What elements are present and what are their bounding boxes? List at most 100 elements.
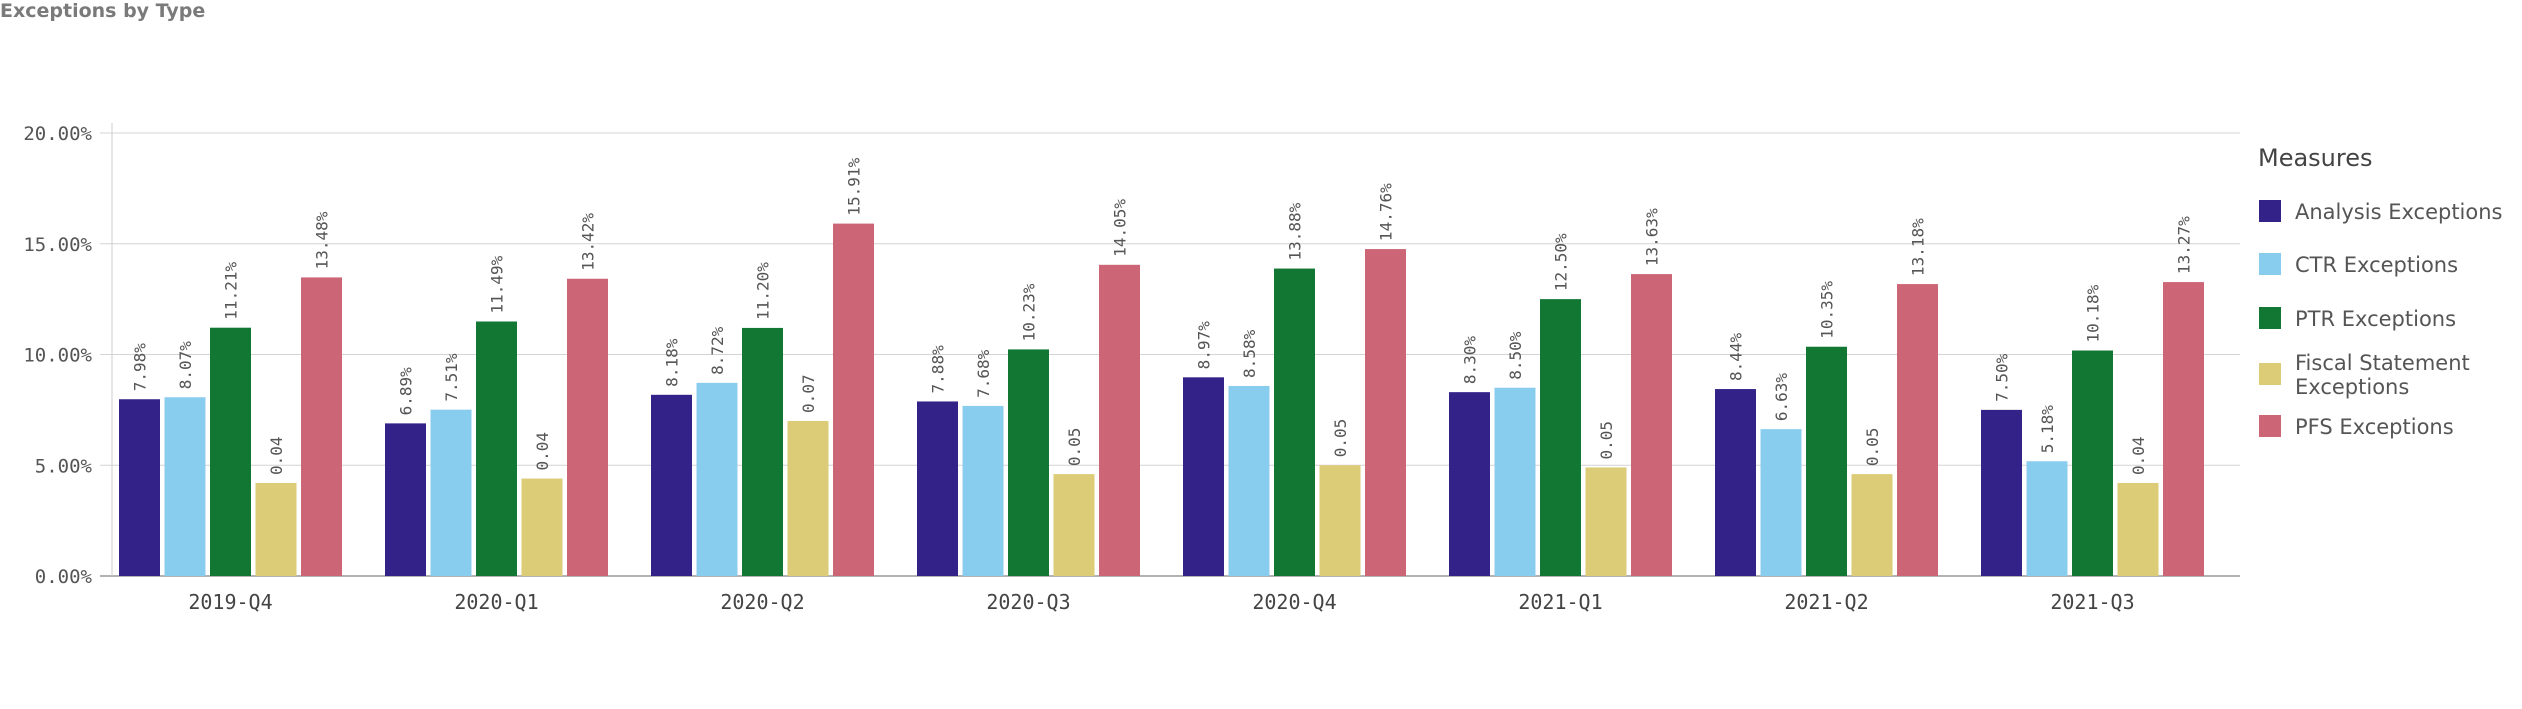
bar [301, 277, 342, 576]
data-label: 14.05% [1111, 199, 1130, 257]
legend-swatch [2259, 307, 2281, 329]
legend-swatch [2259, 253, 2281, 275]
data-label: 13.48% [313, 211, 332, 269]
bar [210, 327, 251, 576]
bar [1099, 264, 1140, 576]
data-label: 7.98% [131, 343, 150, 392]
x-tick-label: 2019-Q4 [188, 590, 272, 614]
bar [1715, 389, 1756, 576]
data-label: 0.07 [799, 374, 818, 413]
bar [1365, 249, 1406, 577]
data-label: 8.72% [708, 326, 727, 375]
legend-label: CTR Exceptions [2295, 253, 2458, 277]
bar [742, 327, 783, 576]
bar [1183, 377, 1224, 576]
data-label: 13.63% [1643, 208, 1662, 266]
data-label: 8.30% [1461, 336, 1480, 385]
y-tick-label: 20.00% [23, 123, 92, 145]
bar [1851, 474, 1893, 576]
bar [476, 321, 517, 576]
data-label: 8.07% [176, 341, 195, 390]
data-label: 6.89% [397, 367, 416, 416]
bar [962, 405, 1004, 576]
bar [1319, 465, 1361, 576]
legend-label: PFS Exceptions [2295, 415, 2454, 439]
data-label: 10.23% [1020, 283, 1039, 341]
data-label: 11.49% [488, 255, 507, 313]
data-label: 10.35% [1818, 281, 1837, 339]
data-label: 6.63% [1772, 373, 1791, 422]
bar [1631, 274, 1672, 576]
bar [1449, 392, 1490, 576]
data-label: 13.42% [579, 213, 598, 271]
data-label: 0.05 [1863, 428, 1882, 467]
bar [1494, 387, 1536, 576]
data-label: 0.05 [1331, 419, 1350, 458]
legend-label-continued: Exceptions [2295, 375, 2409, 399]
data-label: 14.76% [1377, 183, 1396, 241]
bar [1806, 346, 1847, 576]
data-label: 0.04 [267, 436, 286, 475]
bar [521, 478, 563, 576]
x-tick-label: 2021-Q1 [1518, 590, 1602, 614]
data-label: 13.27% [2175, 216, 2194, 274]
bar [1274, 268, 1315, 576]
bar [787, 420, 829, 576]
bar [430, 409, 472, 576]
data-label: 8.58% [1240, 329, 1259, 378]
bar [651, 394, 692, 576]
legend-label: PTR Exceptions [2295, 307, 2456, 331]
bar [385, 423, 426, 576]
bar [833, 223, 874, 576]
legend-title: Measures [2258, 144, 2373, 172]
data-label: 5.18% [2038, 405, 2057, 454]
legend-label: Fiscal Statement [2295, 351, 2470, 375]
bar [1585, 467, 1627, 576]
data-label: 0.05 [1597, 421, 1616, 460]
data-label: 13.18% [1909, 218, 1928, 276]
data-label: 11.20% [754, 262, 773, 320]
x-tick-label: 2020-Q2 [720, 590, 804, 614]
bar [567, 278, 608, 576]
legend-swatch [2259, 415, 2281, 437]
bar [1008, 349, 1049, 576]
bar [1760, 429, 1802, 576]
bar [1053, 474, 1095, 576]
bar [1981, 409, 2022, 576]
data-label: 8.18% [663, 338, 682, 387]
y-tick-label: 0.00% [35, 566, 93, 588]
data-label: 7.51% [442, 353, 461, 402]
bar [255, 482, 297, 576]
x-tick-label: 2021-Q2 [1784, 590, 1868, 614]
y-tick-label: 5.00% [35, 455, 93, 477]
bar [1897, 284, 1938, 576]
legend-label: Analysis Exceptions [2295, 200, 2503, 224]
bar [696, 382, 738, 576]
x-tick-label: 2020-Q1 [454, 590, 538, 614]
bar [2026, 461, 2068, 576]
x-tick-label: 2020-Q3 [986, 590, 1070, 614]
bar [1228, 385, 1270, 576]
x-tick-label: 2021-Q3 [2050, 590, 2134, 614]
data-label: 7.88% [929, 345, 948, 394]
bar [2117, 482, 2159, 576]
bar [917, 401, 958, 576]
y-tick-label: 10.00% [23, 345, 92, 367]
data-label: 10.18% [2084, 284, 2103, 342]
legend-swatch [2259, 200, 2281, 222]
data-label: 13.88% [1286, 202, 1305, 260]
data-label: 0.04 [2129, 436, 2148, 475]
x-tick-label: 2020-Q4 [1252, 590, 1336, 614]
data-label: 0.05 [1065, 428, 1084, 467]
data-label: 7.50% [1993, 353, 2012, 402]
data-label: 0.04 [533, 432, 552, 471]
data-label: 8.50% [1506, 331, 1525, 380]
bar [164, 397, 206, 576]
bar [2072, 350, 2113, 576]
data-label: 8.44% [1727, 333, 1746, 382]
data-label: 15.91% [845, 157, 864, 215]
data-label: 11.21% [222, 262, 241, 320]
data-label: 8.97% [1195, 321, 1214, 370]
data-label: 7.68% [974, 349, 993, 398]
